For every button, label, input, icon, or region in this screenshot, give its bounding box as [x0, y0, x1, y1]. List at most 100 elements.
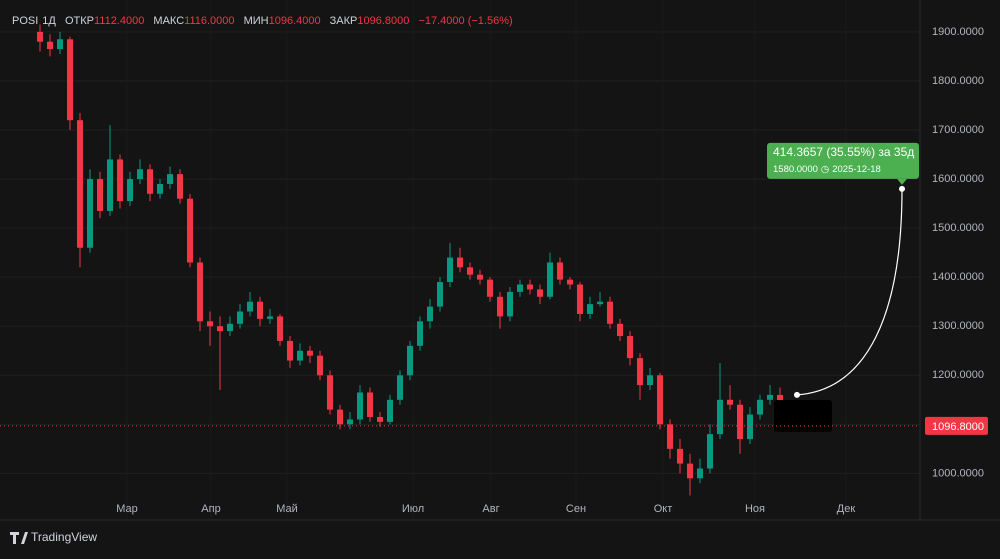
x-tick-label: Июл — [402, 503, 424, 515]
projection-target: 1580.0000 — [773, 163, 818, 174]
candle-body — [687, 463, 693, 479]
projection-end — [899, 185, 905, 192]
candle-body — [317, 355, 323, 376]
candle-body — [547, 262, 553, 297]
candle-body — [457, 257, 463, 268]
candle-body — [207, 321, 213, 327]
high: 1116.0000 — [184, 15, 234, 27]
high-label: МАКС — [153, 15, 184, 27]
open-label: ОТКР — [65, 15, 94, 27]
y-tick-label: 1200.0000 — [932, 369, 984, 381]
symbol: POSI — [12, 15, 38, 27]
projection-start — [794, 391, 800, 398]
candle-body — [117, 159, 123, 202]
x-tick-label: Май — [276, 503, 298, 515]
candle-body — [147, 169, 153, 194]
candle-body — [637, 358, 643, 386]
projection-curve — [796, 188, 903, 396]
candle-body — [37, 31, 43, 42]
candle-body — [567, 279, 573, 285]
candle-body — [437, 282, 443, 307]
y-tick-label: 1000.0000 — [932, 467, 984, 479]
candle-body — [467, 267, 473, 275]
y-tick-label: 1600.0000 — [932, 173, 984, 185]
candle-body — [347, 419, 353, 425]
candle-body — [727, 399, 733, 405]
low-label: МИН — [244, 15, 269, 27]
close: 1096.8000 — [357, 15, 409, 27]
candle-body — [367, 392, 373, 417]
candle-body — [357, 392, 363, 420]
y-tick-label: 1800.0000 — [932, 75, 984, 87]
candle-body — [627, 336, 633, 359]
candle-body — [47, 41, 53, 50]
candle-body — [337, 409, 343, 425]
candle-body — [417, 321, 423, 346]
y-tick-label: 1400.0000 — [932, 271, 984, 283]
last-price-box — [925, 416, 988, 435]
candle-body — [667, 424, 673, 449]
x-tick-label: Окт — [654, 503, 673, 515]
candle-body — [77, 120, 83, 248]
grid — [0, 31, 920, 474]
candle-body — [737, 404, 743, 440]
candle-body — [87, 179, 93, 248]
candle-body — [137, 169, 143, 180]
x-tick-label: Ноя — [745, 503, 765, 515]
candle-body — [537, 289, 543, 297]
candle-body — [557, 262, 563, 280]
candle-body — [747, 414, 753, 440]
candle-body — [287, 340, 293, 361]
candle-body — [757, 399, 763, 415]
candle-body — [247, 301, 253, 312]
projection-date: 2025-12-18 — [832, 163, 881, 174]
candle-body — [697, 468, 703, 479]
close-label: ЗАКР — [330, 15, 358, 27]
candle-body — [407, 345, 413, 376]
x-tick-label: Апр — [201, 503, 220, 515]
candle-body — [227, 323, 233, 332]
x-tick-label: Авг — [482, 503, 499, 515]
last-price-label: 1096.8000 — [932, 421, 984, 433]
candle-body — [387, 399, 393, 422]
projection-pointer — [897, 178, 907, 185]
candle-body — [647, 375, 653, 386]
candle-body — [307, 350, 313, 356]
candle-body — [427, 306, 433, 322]
low: 1096.4000 — [269, 15, 321, 27]
overlay-box — [774, 400, 832, 432]
candle-body — [267, 316, 273, 319]
candle-body — [617, 323, 623, 337]
y-tick-label: 1500.0000 — [932, 222, 984, 234]
candle-body — [377, 416, 383, 422]
projection-detail: 1580.0000 ◷ 2025-12-18 — [773, 163, 881, 174]
y-tick-label: 1900.0000 — [932, 26, 984, 38]
candle-body — [507, 291, 513, 317]
candle-body — [717, 399, 723, 435]
candle-body — [327, 375, 333, 410]
candle-body — [217, 326, 223, 332]
candle-body — [177, 174, 183, 199]
x-tick-label: Мар — [116, 503, 138, 515]
candle-body — [277, 316, 283, 341]
candle-body — [157, 183, 163, 194]
candle-body — [767, 394, 773, 400]
change: −17.4000 (−1.56%) — [418, 15, 512, 27]
candle-body — [447, 257, 453, 283]
open: 1112.4000 — [94, 15, 144, 27]
header: POSI 1Д ОТКР1112.4000 МАКС1116.0000 МИН10… — [12, 15, 513, 27]
x-tick-label: Дек — [837, 503, 856, 515]
projection-box — [767, 142, 919, 179]
brand: TradingView — [31, 530, 97, 544]
candle-body — [657, 375, 663, 425]
brand-logo: TradingView — [10, 530, 97, 544]
candle-body — [237, 311, 243, 324]
candle-body — [517, 284, 523, 292]
candle-body — [707, 434, 713, 469]
candle-body — [167, 174, 173, 184]
interval: 1Д — [42, 15, 56, 27]
candle-body — [297, 350, 303, 361]
candle-body — [487, 279, 493, 297]
